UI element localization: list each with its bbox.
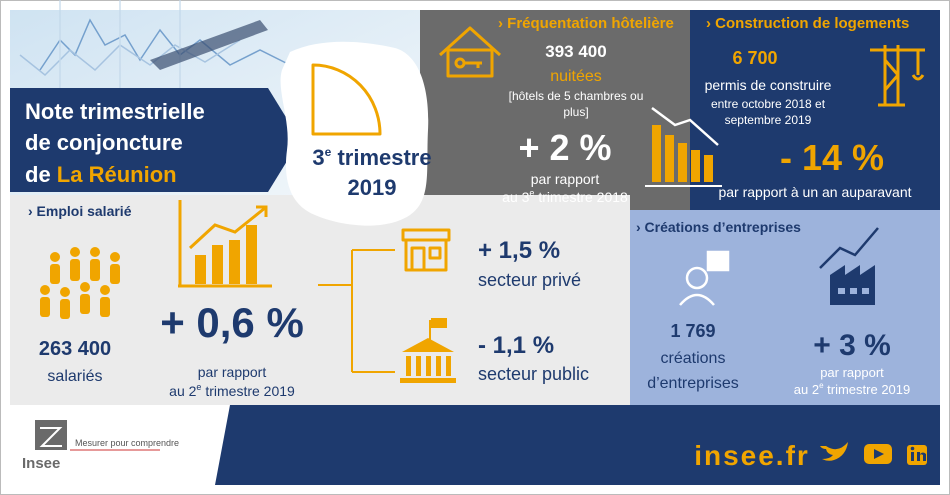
employment-panel [10,195,630,405]
youtube-icon[interactable] [864,444,892,464]
employment-comparison-sup: e [196,382,201,392]
pen [150,20,268,70]
footer-band [215,405,940,485]
business-unit: créations [661,350,726,367]
quarter-icon [311,63,382,136]
period-sup: e [325,145,332,159]
hotel-panel [420,10,690,210]
business-heading: › Créations d’entreprises [636,219,801,235]
entrepreneur-icon [679,250,730,306]
sector-label: secteur public [478,364,589,384]
employment-value: 263 400 [39,338,111,360]
title: de [25,162,57,187]
housing-change: - 14 % [780,137,884,178]
employment-heading: › Emploi salarié [28,203,132,219]
hotel-comparison: par rapport [531,171,600,187]
title: de La Réunion [25,162,177,187]
business-comparison: au 2 [794,382,819,397]
tagline: Mesurer pour comprendre [75,438,179,448]
hotel-change: + 2 % [518,127,611,168]
title: Note trimestrielle [25,99,205,124]
shop-icon [401,228,451,272]
business-comparison-sup: e [819,381,824,390]
housing-period: entre octobre 2018 et [711,97,826,111]
business-change: + 3 % [813,329,891,362]
housing-comparison: par rapport à un an auparavant [718,184,911,200]
hotel-comparison-sup: e [529,188,534,198]
people-icon [40,247,120,319]
hotel-heading: › Fréquentation hôtelière [498,15,674,32]
hotel-unit: nuitées [550,68,602,85]
employment-comparison: au 2e trimestre 2019 [169,382,295,399]
employment-unit: salariés [47,368,102,385]
business-value: 1 769 [670,321,715,341]
sector-change: + 1,5 % [478,237,560,264]
business-comparison: au 2e trimestre 2019 [794,381,910,397]
period: 3 [312,145,324,170]
housing-unit: permis de construire [705,77,832,93]
title-place: La Réunion [57,162,177,187]
twitter-icon[interactable] [820,442,848,461]
title: de conjoncture [25,130,183,155]
business-comparison: trimestre 2019 [824,382,911,397]
sector-change: - 1,1 % [478,332,554,359]
hotel-note: plus] [563,105,588,119]
business-comparison: par rapport [820,365,884,380]
hotel-comparison: trimestre 2018 [534,189,628,205]
linkedin-icon[interactable] [907,445,927,465]
period: 3e trimestre [312,145,431,170]
site-link[interactable]: insee.fr [694,440,810,471]
employment-comparison: trimestre 2019 [201,383,295,399]
decline-icon [645,106,722,187]
sector-label: secteur privé [478,270,581,290]
logo-text: Insee [22,455,60,472]
factory-icon [819,227,879,305]
insee-logo [35,420,160,451]
housing-period: septembre 2019 [725,113,812,127]
housing-panel [690,10,940,210]
employment-comparison: par rapport [198,364,267,380]
title-box [10,88,300,192]
hotel-comparison: au 3 [502,189,529,205]
period: trimestre [331,145,431,170]
crane-icon [870,45,925,107]
business-panel [630,210,940,405]
employment-change: + 0,6 % [160,299,304,346]
hotel-value: 393 400 [545,42,606,61]
period-year: 2019 [348,175,397,200]
house-icon [438,26,502,78]
hotel-note: [hôtels de 5 chambres ou [509,89,644,103]
hotel-comparison: au 3e trimestre 2018 [502,188,628,205]
housing-heading: › Construction de logements [706,15,909,32]
growth-icon [178,200,272,288]
business-unit: d’entreprises [647,375,739,392]
bracket [318,249,395,373]
housing-value: 6 700 [732,48,777,68]
public-building-icon [400,318,456,383]
employment-comparison: au 2 [169,383,196,399]
